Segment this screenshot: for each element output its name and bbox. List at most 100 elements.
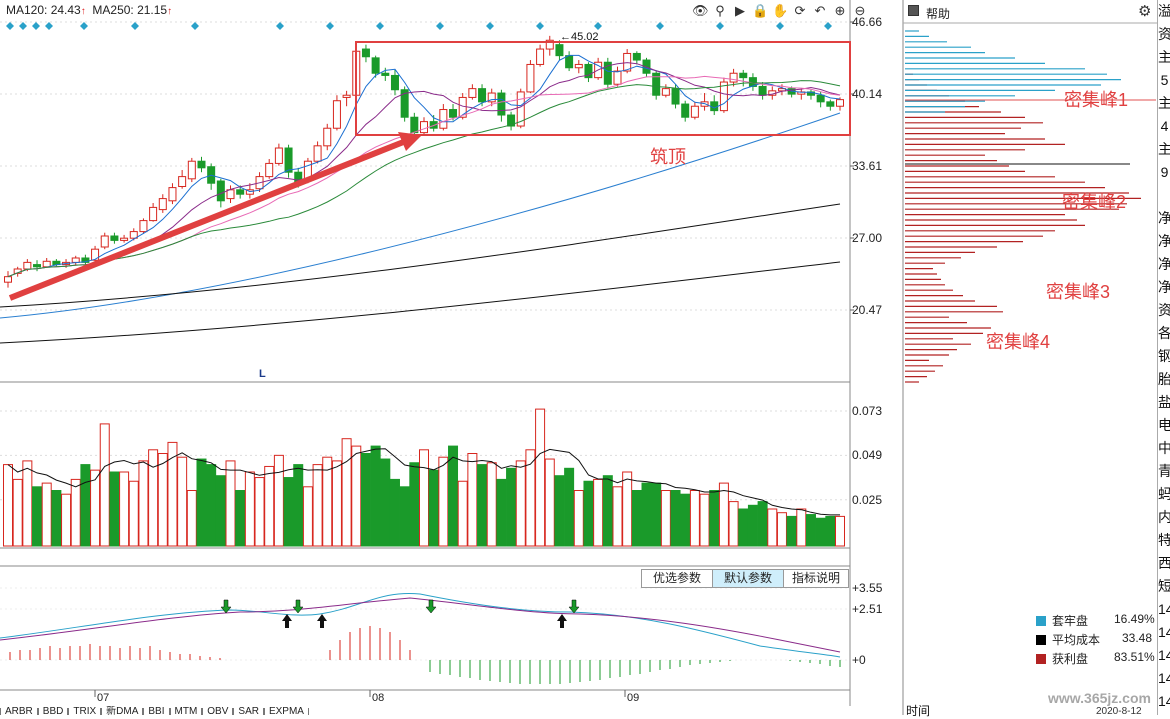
volume-bar	[506, 467, 517, 547]
side-info-cell[interactable]: 胎	[1158, 368, 1170, 391]
price-tick-label: 33.61	[852, 159, 883, 173]
side-info-cell[interactable]: 蚂	[1158, 483, 1170, 506]
side-info-cell[interactable]: 各	[1158, 322, 1170, 345]
candle-body	[371, 57, 380, 74]
legend-profit: 获利盘 83.51%	[1036, 650, 1155, 667]
side-info-cell[interactable]: 中	[1158, 437, 1170, 460]
grid-icon[interactable]	[908, 5, 919, 16]
side-info-cell[interactable]: 14	[1158, 670, 1170, 686]
volume-bar	[419, 449, 429, 547]
volume-bar	[341, 438, 352, 547]
play-icon[interactable]: ▶	[735, 3, 745, 18]
side-info-cell[interactable]: 主	[1158, 46, 1170, 69]
volume-bar	[264, 465, 275, 547]
side-info-cell[interactable]: 净	[1158, 230, 1170, 253]
volume-bar	[51, 490, 62, 547]
volume-bar	[22, 460, 33, 547]
ma60-line	[0, 112, 841, 319]
volume-bar	[525, 449, 536, 547]
indicator-tab[interactable]: SAR	[233, 707, 264, 715]
candle-body	[361, 48, 370, 58]
side-info-cell[interactable]: 主	[1158, 92, 1170, 115]
candle-body	[497, 92, 506, 116]
side-info-cell[interactable]: 青	[1158, 460, 1170, 483]
side-info-cell[interactable]: 短	[1158, 575, 1170, 598]
side-info-cell[interactable]: 资	[1158, 23, 1170, 46]
side-info-cell[interactable]: 资	[1158, 299, 1170, 322]
settings-gear-icon[interactable]: ⚙	[1138, 3, 1152, 20]
lock-icon[interactable]: 🔒	[752, 3, 769, 18]
indicator-tab[interactable]: EXPMA	[263, 707, 309, 715]
side-info-cell[interactable]: 14	[1158, 624, 1170, 640]
candle-body	[226, 189, 235, 200]
indicator-tab[interactable]: 新DMA	[101, 707, 144, 715]
side-info-cell[interactable]: 4	[1160, 118, 1169, 134]
side-info-cell[interactable]: 5	[1160, 72, 1169, 88]
top-diamond-marker	[19, 22, 27, 30]
side-info-cell[interactable]: 9	[1160, 164, 1169, 180]
side-info-cell[interactable]: 电	[1158, 414, 1170, 437]
volume-bar	[805, 514, 816, 547]
candle-body	[816, 94, 825, 103]
default-params-button[interactable]: 默认参数	[712, 569, 784, 588]
top-range-box	[355, 41, 851, 136]
side-info-cell[interactable]: 净	[1158, 253, 1170, 276]
indicator-help-button[interactable]: 指标说明	[783, 569, 849, 588]
side-info-cell[interactable]: 净	[1158, 207, 1170, 230]
zoom-out-icon[interactable]: ⊖	[854, 3, 866, 18]
dif-line	[0, 592, 841, 658]
volume-bar	[177, 456, 188, 547]
indicator-tab[interactable]: ARBR	[0, 707, 38, 715]
top-diamond-marker	[80, 22, 88, 30]
help-label[interactable]: 帮助	[926, 7, 951, 21]
side-info-cell[interactable]: 14	[1158, 693, 1170, 709]
volume-bar	[167, 441, 178, 547]
volume-bar	[235, 490, 246, 547]
side-info-cell[interactable]: 溢	[1158, 0, 1170, 23]
dea-line	[0, 597, 841, 653]
indicator-tab[interactable]: OBV	[202, 707, 234, 715]
optimal-params-button[interactable]: 优选参数	[641, 569, 713, 588]
volume-bar	[825, 515, 836, 547]
volume-bar	[389, 478, 400, 547]
side-info-cell[interactable]: 内	[1158, 506, 1170, 529]
candle-body	[265, 162, 274, 178]
side-info-cell[interactable]: 净	[1158, 276, 1170, 299]
volume-bar	[564, 467, 575, 547]
volume-bar	[641, 482, 652, 547]
candle-body	[487, 92, 496, 103]
side-info-cell[interactable]	[1158, 184, 1170, 207]
top-diamond-marker	[824, 22, 832, 30]
profit-label: 获利盘	[1052, 652, 1089, 666]
volume-bar	[689, 490, 700, 547]
indicator-tab[interactable]: TRIX	[68, 707, 102, 715]
indicator-tab[interactable]: BBD	[37, 707, 69, 715]
side-info-cell[interactable]: 钢	[1158, 345, 1170, 368]
indicator-tab[interactable]: MTM	[169, 707, 203, 715]
side-info-cell[interactable]: 14	[1158, 601, 1170, 617]
side-info-cell[interactable]: 主	[1158, 138, 1170, 161]
undo-icon[interactable]: ↶	[814, 3, 826, 18]
candle-body	[410, 116, 419, 134]
side-info-cell[interactable]: 特	[1158, 529, 1170, 552]
refresh-icon[interactable]: ⟳	[794, 3, 806, 18]
search-icon[interactable]: ⚲	[715, 3, 725, 18]
indicator-tab[interactable]: BBI	[143, 707, 170, 715]
profit-value: 83.51%	[1114, 650, 1155, 664]
hand-icon[interactable]: ✋	[772, 3, 789, 18]
zoom-in-icon[interactable]: ⊕	[834, 3, 846, 18]
eye-icon[interactable]: 👁	[692, 3, 709, 18]
chip-footer-time: 时间	[906, 704, 931, 718]
candle-body	[100, 235, 109, 248]
side-info-cell[interactable]: 盐	[1158, 391, 1170, 414]
volume-bar	[699, 493, 710, 547]
volume-bar	[12, 478, 23, 547]
top-diamond-marker	[536, 22, 544, 30]
side-info-cell[interactable]: 西	[1158, 552, 1170, 575]
volume-bar	[206, 464, 217, 547]
candle-body	[149, 206, 158, 222]
volume-tick-label: 0.049	[852, 448, 883, 463]
volume-bar	[399, 486, 410, 547]
side-info-cell[interactable]: 14	[1158, 647, 1170, 663]
candle-body	[565, 55, 574, 69]
